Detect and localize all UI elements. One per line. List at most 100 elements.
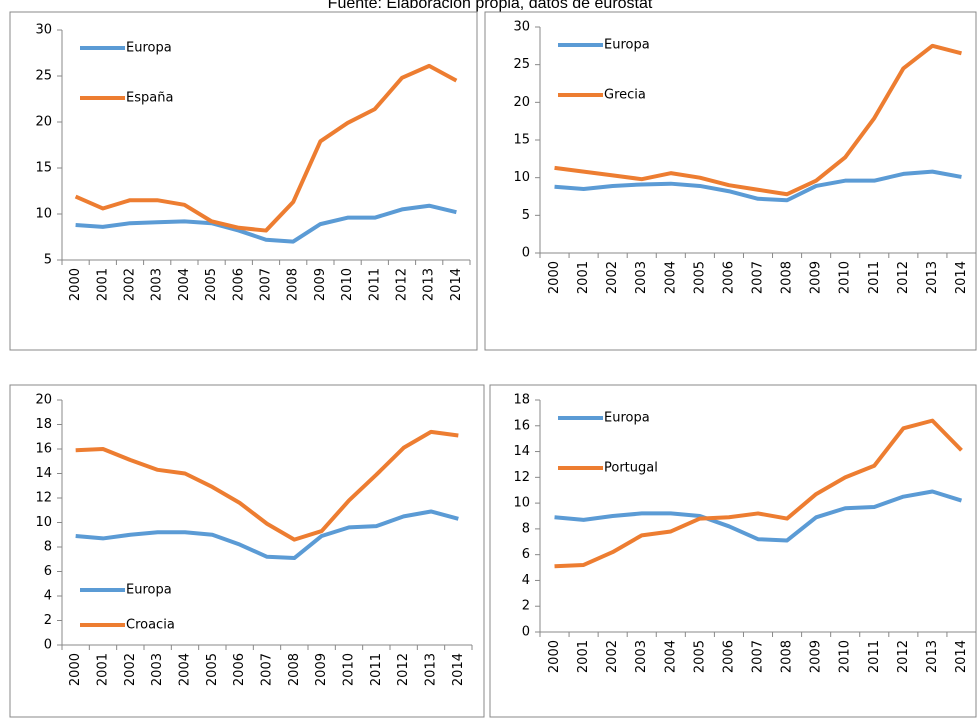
x-tick-label: 2010 [340,268,355,301]
x-tick-label: 2001 [576,640,591,673]
x-tick-label: 2012 [896,261,911,294]
x-tick-label: 2003 [634,261,649,294]
data-line [554,418,963,569]
x-tick-label: 2006 [721,261,736,294]
x-tick-label: 2004 [178,653,193,686]
y-tick-label: 10 [513,170,530,185]
y-tick-label: 0 [522,246,530,261]
x-tick-label: 2000 [68,653,83,686]
legend-label: Portugal [604,461,658,476]
x-tick-label: 2009 [809,261,824,294]
x-tick-label: 2008 [780,261,795,294]
chart-frame [9,384,485,718]
x-tick-label: 2003 [150,653,165,686]
y-tick-label: 15 [35,161,52,176]
y-tick-label: 25 [513,57,530,72]
data-line [75,509,459,561]
y-tick-label: 18 [35,417,52,432]
x-tick-label: 2003 [150,268,165,301]
x-tick-label: 2004 [663,640,678,673]
x-tick-label: 2010 [838,640,853,673]
y-tick-label: 18 [513,393,530,408]
x-tick-label: 2012 [395,268,410,301]
x-tick-label: 2005 [204,268,219,301]
data-line [554,489,963,543]
y-tick-label: 20 [35,115,52,130]
x-tick-label: 2006 [231,268,246,301]
data-line [554,169,962,203]
x-tick-label: 2010 [838,261,853,294]
chart-frame [9,11,478,351]
x-tick-label: 2002 [605,640,620,673]
y-tick-label: 20 [35,393,52,408]
x-tick-label: 2008 [287,653,302,686]
x-tick-label: 2013 [424,653,439,686]
legend-label: Croacia [126,618,175,633]
legend-label: Europa [126,583,172,598]
y-tick-label: 0 [522,625,530,640]
y-tick-label: 5 [44,253,52,268]
x-tick-label: 2014 [451,653,466,686]
y-tick-label: 16 [35,442,52,457]
x-tick-label: 2012 [896,640,911,673]
y-tick-label: 15 [513,133,530,148]
y-tick-label: 2 [44,613,52,628]
x-tick-label: 2007 [751,261,766,294]
x-tick-label: 2001 [576,261,591,294]
x-tick-label: 2008 [286,268,301,301]
y-tick-label: 30 [35,23,52,38]
x-tick-label: 2004 [177,268,192,301]
data-line [75,203,457,244]
x-tick-label: 2002 [123,268,138,301]
x-tick-label: 2002 [123,653,138,686]
y-tick-label: 14 [35,466,52,481]
y-tick-label: 20 [513,95,530,110]
y-tick-label: 25 [35,69,52,84]
x-tick-label: 2013 [925,261,940,294]
x-tick-label: 2005 [205,653,220,686]
y-tick-label: 8 [522,521,530,536]
x-tick-label: 2006 [721,640,736,673]
y-tick-label: 2 [522,599,530,614]
x-tick-label: 2000 [68,268,83,301]
legend-label: Europa [604,38,650,53]
y-tick-label: 10 [35,207,52,222]
data-line [75,429,459,542]
legend-label: España [126,91,173,106]
x-tick-label: 2001 [95,268,110,301]
x-tick-label: 2014 [954,640,969,673]
legend-label: Europa [126,41,172,56]
x-tick-label: 2010 [342,653,357,686]
caption: Fuente: Elaboración propia, datos de eur… [328,0,653,12]
data-line [74,63,458,233]
legend-label: Grecia [604,88,646,103]
x-tick-label: 2012 [396,653,411,686]
x-tick-label: 2007 [751,640,766,673]
y-tick-label: 4 [522,573,530,588]
x-tick-label: 2008 [780,640,795,673]
y-tick-label: 12 [513,470,530,485]
x-tick-label: 2014 [954,261,969,294]
x-tick-label: 2005 [692,640,707,673]
x-tick-label: 2004 [663,261,678,294]
x-tick-label: 2011 [867,261,882,294]
legend-label: Europa [604,411,650,426]
y-tick-label: 4 [44,589,52,604]
y-tick-label: 0 [44,638,52,653]
x-tick-label: 2009 [313,268,328,301]
x-tick-label: 2001 [96,653,111,686]
y-tick-label: 8 [44,540,52,555]
x-tick-label: 2006 [232,653,247,686]
x-tick-label: 2005 [692,261,707,294]
x-tick-label: 2009 [809,640,824,673]
x-tick-label: 2014 [449,268,464,301]
y-tick-label: 10 [35,515,52,530]
data-line [554,43,962,197]
x-tick-label: 2013 [925,640,940,673]
x-tick-label: 2011 [867,640,882,673]
x-tick-label: 2002 [605,261,620,294]
x-tick-label: 2011 [369,653,384,686]
x-tick-label: 2007 [260,653,275,686]
chart-frame [489,384,977,718]
